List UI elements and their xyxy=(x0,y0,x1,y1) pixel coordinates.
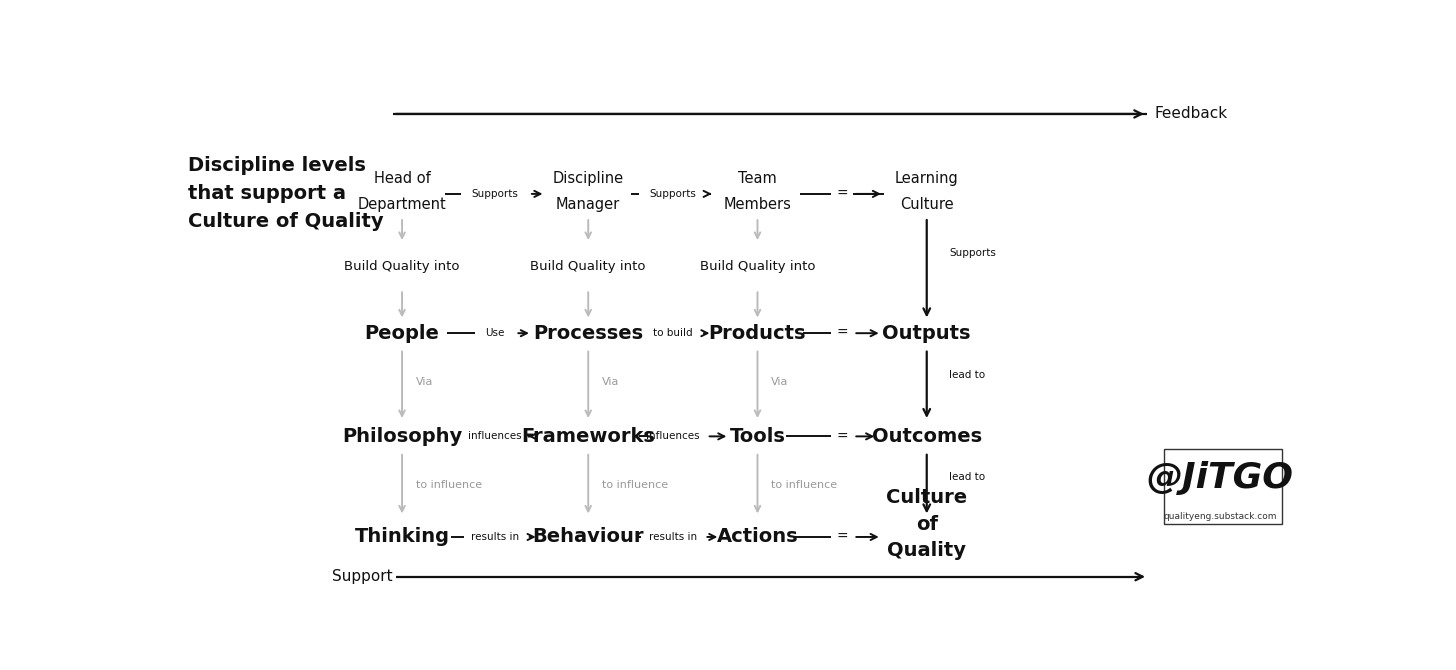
Text: Team: Team xyxy=(738,171,778,186)
Text: Products: Products xyxy=(709,324,807,342)
Text: Tools: Tools xyxy=(729,427,785,446)
Text: Discipline: Discipline xyxy=(553,171,623,186)
Text: results in: results in xyxy=(649,532,697,542)
Text: results in: results in xyxy=(472,532,520,542)
Text: =: = xyxy=(836,326,847,340)
Text: =: = xyxy=(836,530,847,544)
Text: Discipline levels
that support a
Culture of Quality: Discipline levels that support a Culture… xyxy=(188,156,383,231)
Text: Supports: Supports xyxy=(472,189,518,199)
Text: Learning: Learning xyxy=(895,171,958,186)
Text: influences: influences xyxy=(646,431,700,442)
Text: lead to: lead to xyxy=(949,472,986,482)
Text: Build Quality into: Build Quality into xyxy=(700,259,815,273)
Text: =: = xyxy=(836,187,847,201)
Text: Build Quality into: Build Quality into xyxy=(530,259,646,273)
Text: Via: Via xyxy=(601,377,619,387)
Text: Culture
of
Quality: Culture of Quality xyxy=(887,488,967,560)
Text: to build: to build xyxy=(654,328,693,338)
Text: Support: Support xyxy=(332,570,393,584)
Text: Via: Via xyxy=(415,377,432,387)
Text: Outputs: Outputs xyxy=(882,324,971,342)
Text: to influence: to influence xyxy=(772,480,837,490)
Text: Build Quality into: Build Quality into xyxy=(344,259,460,273)
Text: Members: Members xyxy=(724,197,792,212)
Text: Feedback: Feedback xyxy=(1155,107,1227,121)
Text: Supports: Supports xyxy=(649,189,696,199)
Text: Department: Department xyxy=(358,197,447,212)
Text: Manager: Manager xyxy=(556,197,620,212)
Text: Processes: Processes xyxy=(533,324,644,342)
Text: Frameworks: Frameworks xyxy=(521,427,655,446)
Text: =: = xyxy=(836,429,847,444)
Text: Via: Via xyxy=(772,377,788,387)
Text: People: People xyxy=(364,324,440,342)
Text: lead to: lead to xyxy=(949,371,986,381)
Text: qualityeng.substack.com: qualityeng.substack.com xyxy=(1163,512,1277,521)
Text: Outcomes: Outcomes xyxy=(872,427,981,446)
Text: @JiTGO: @JiTGO xyxy=(1147,461,1293,494)
Text: influences: influences xyxy=(469,431,521,442)
FancyBboxPatch shape xyxy=(1163,450,1283,524)
Text: Culture: Culture xyxy=(900,197,954,212)
Text: to influence: to influence xyxy=(601,480,668,490)
Text: Thinking: Thinking xyxy=(355,527,450,547)
Text: Head of: Head of xyxy=(374,171,431,186)
Text: Philosophy: Philosophy xyxy=(342,427,462,446)
Text: to influence: to influence xyxy=(415,480,482,490)
Text: Use: Use xyxy=(485,328,505,338)
Text: Behaviour: Behaviour xyxy=(533,527,644,547)
Text: Supports: Supports xyxy=(949,248,996,258)
Text: Actions: Actions xyxy=(716,527,798,547)
